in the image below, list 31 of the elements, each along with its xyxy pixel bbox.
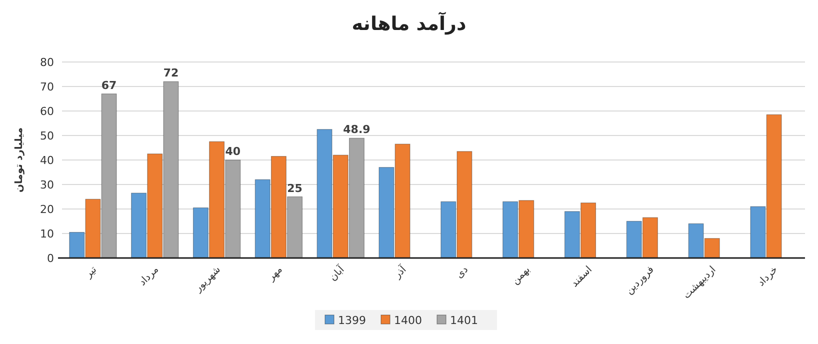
y-tick-label: 70 [40, 80, 54, 94]
x-tick-label: آبان [326, 262, 348, 284]
data-label: 72 [163, 66, 179, 80]
y-tick-label: 20 [40, 203, 54, 216]
legend-label: 1399 [338, 314, 366, 327]
y-tick-label: 60 [40, 105, 54, 118]
data-label: 25 [287, 182, 302, 195]
y-axis-title: میلیارد تومان [14, 127, 25, 193]
x-tick-label: اردیبهشت [681, 264, 718, 302]
x-tick-label: اسفند [569, 264, 594, 290]
x-tick-label: تیر [82, 264, 100, 281]
x-tick-label: آذر [390, 262, 410, 282]
x-tick-label: مهر [265, 264, 285, 284]
chart-title: درآمد ماهانه [352, 11, 466, 35]
y-tick-label: 30 [40, 178, 54, 192]
x-tick-label: دی [454, 264, 471, 281]
y-tick-label: 50 [40, 130, 54, 142]
y-tick-label: 0 [47, 252, 54, 265]
legend-label: 1400 [394, 314, 422, 327]
x-tick-label: فروردین [624, 264, 656, 297]
x-tick-label: شهریور [192, 264, 223, 295]
data-label: 40 [225, 145, 241, 158]
legend-label: 1401 [450, 314, 478, 327]
data-label: 48.9 [343, 123, 370, 136]
y-tick-label: 80 [40, 56, 54, 69]
x-tick-label: مرداد [137, 264, 161, 288]
data-label: 67 [101, 78, 117, 92]
x-tick-label: بهمن [510, 264, 532, 287]
y-tick-label: 40 [40, 154, 54, 167]
y-tick-label: 10 [40, 228, 54, 240]
x-tick-label: خرداد [756, 264, 780, 289]
